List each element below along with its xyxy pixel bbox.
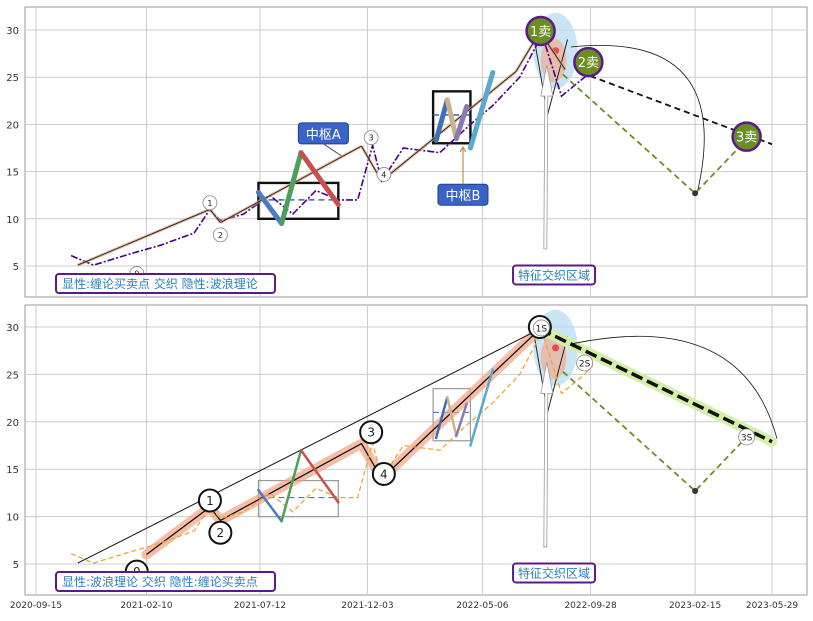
x-tick-label: 2021-07-12: [234, 601, 286, 611]
zhongshu-pointer: [323, 143, 342, 157]
x-tick-label: 2021-12-03: [341, 601, 393, 611]
legend-box: [55, 571, 276, 592]
y-tick-label: 20: [6, 418, 19, 429]
x-tick-label: 2020-09-15: [10, 601, 62, 611]
zhongshu-box-2: [431, 90, 472, 145]
y-tick-label: 10: [6, 513, 19, 524]
segment-stroke: [446, 395, 458, 438]
zone-arrow: [540, 64, 554, 250]
wave-point-label: 4: [381, 170, 386, 179]
wave-point-label: 3: [369, 134, 374, 143]
segment-stroke: [433, 97, 450, 143]
bi-line: [381, 71, 517, 182]
y-tick-label: 5: [13, 560, 19, 571]
feature-zone-label-box: [512, 562, 597, 584]
y-tick-label: 30: [6, 323, 19, 334]
feature-zone-center: [552, 344, 560, 352]
segment-stroke: [257, 488, 283, 523]
zone-arrow: [540, 362, 554, 548]
trend-line: [77, 328, 541, 564]
x-tick-label: 2023-02-15: [669, 601, 721, 611]
sell-point-label: 2卖: [578, 56, 599, 71]
feature-zone-label-box: [512, 264, 597, 286]
projection-line: [539, 327, 773, 444]
wave-point-marker: [371, 461, 396, 486]
y-tick-label: 25: [6, 73, 19, 84]
wave-point-marker: [359, 420, 384, 445]
segment-stroke: [299, 448, 340, 504]
x-tick-label: 2022-05-06: [456, 601, 509, 611]
segment-stroke: [467, 70, 496, 151]
segment-stroke: [279, 150, 304, 226]
segment-stroke: [455, 402, 468, 438]
segment-stroke: [434, 395, 449, 440]
legend-text: 显性:波浪理论 交织 隐性:缠论买卖点: [62, 574, 258, 589]
sell-point-label: 3卖: [736, 131, 757, 146]
wave-point-marker: [376, 167, 392, 182]
segment-stroke: [255, 189, 285, 226]
sell-point-marker: [731, 121, 762, 152]
zhongshu-label: 中枢A: [306, 128, 341, 143]
x-tick-label: 2023-05-29: [746, 601, 799, 611]
y-tick-label: 25: [6, 370, 19, 381]
x-tick-label: 2022-09-28: [564, 601, 617, 611]
segment-stroke: [280, 448, 303, 523]
sell-point-marker: [573, 46, 604, 78]
segment-stroke: [469, 368, 495, 447]
legend-box: [55, 273, 276, 294]
sell-point-marker: [738, 428, 756, 446]
sell-point-label: 2S: [579, 360, 591, 370]
feature-zone-label: 特征交织区域: [518, 565, 590, 580]
wave-point-label: 3: [367, 426, 375, 440]
bi-line: [77, 208, 211, 266]
panel-1: 51015202530012341卖2卖3卖中枢A中枢B特征交织区域显性:缠论买…: [6, 6, 808, 298]
feature-zone-label: 特征交织区域: [518, 267, 590, 282]
sell-point-marker: [532, 319, 550, 337]
x-tick-label: 2021-02-10: [120, 601, 173, 611]
segment-stroke: [453, 104, 470, 142]
panel-2: 5 10 15 20 25 30 2020-09-15 2021-02-10 2021-07-1…: [6, 304, 808, 611]
y-tick-label: 15: [6, 465, 19, 476]
y-tick-label: 5: [13, 262, 19, 273]
wave-point-marker: [202, 195, 218, 211]
legend-text: 显性:缠论买卖点 交织 隐性:波浪理论: [62, 276, 258, 291]
sell-point-label: 1卖: [530, 25, 551, 40]
wave-point-label: 2: [217, 526, 225, 540]
y-tick-label: 20: [6, 120, 19, 131]
valley-point: [692, 488, 699, 495]
wave-point-label: 1: [206, 494, 214, 508]
segment-stroke: [444, 97, 459, 142]
wave-point-label: 4: [380, 467, 388, 481]
y-tick-label: 10: [6, 215, 19, 226]
wave-point-marker: [208, 520, 233, 545]
valley-point: [692, 190, 699, 197]
wave-point-marker: [212, 227, 228, 243]
wave-point-label: 1: [207, 199, 212, 208]
sell-point-label: 3S: [741, 433, 753, 443]
sell-point-label: 1S: [536, 324, 548, 334]
wave-point-marker: [197, 488, 222, 513]
projection-arc: [570, 335, 778, 439]
y-tick-label: 15: [6, 168, 19, 179]
wave-point-marker: [363, 130, 379, 146]
wave-line: [146, 328, 541, 556]
price-line: [70, 32, 594, 266]
zhongshu-pointer-head: [459, 145, 467, 153]
y-tick-label: 30: [6, 26, 19, 37]
bi-line: [209, 209, 221, 223]
projection-arc: [570, 45, 705, 194]
zhongshu-box-2: [432, 388, 472, 442]
price-line: [70, 330, 594, 564]
sell-point-marker: [576, 354, 594, 372]
sell-point-marker: [525, 15, 556, 47]
segment-stroke: [298, 150, 341, 208]
wave-point-label: 2: [218, 231, 223, 240]
zhongshu-label: 中枢B: [446, 189, 481, 204]
